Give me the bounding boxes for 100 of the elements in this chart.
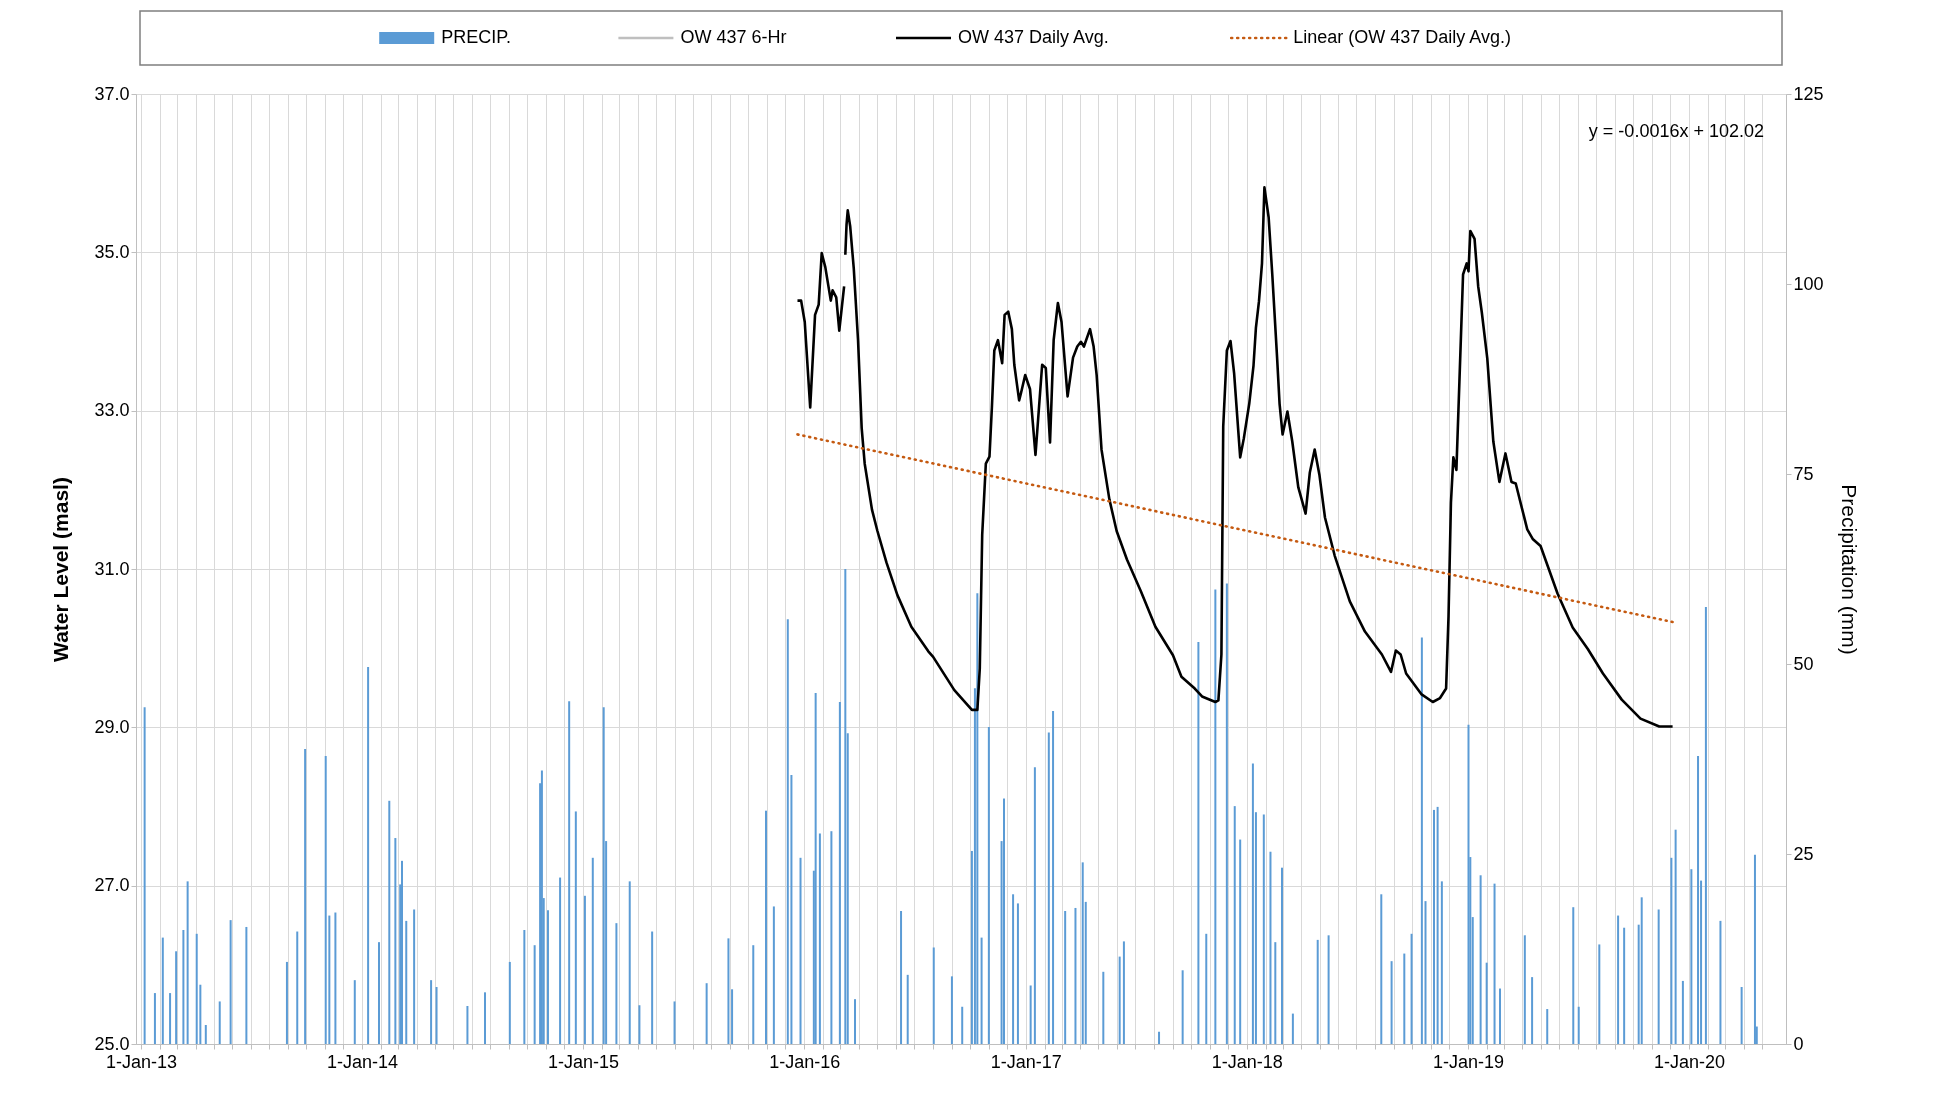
bar: [583, 895, 586, 1044]
bar: [1577, 1006, 1580, 1044]
bar: [508, 961, 511, 1044]
bar: [814, 692, 817, 1044]
bar: [591, 857, 594, 1044]
bar: [466, 1006, 469, 1044]
bar: [324, 755, 327, 1044]
bar: [1623, 927, 1626, 1044]
x-tick-label: 1-Jan-14: [327, 1051, 399, 1072]
bar: [413, 909, 416, 1044]
bar: [638, 1005, 641, 1044]
bar: [854, 999, 857, 1044]
bar: [1531, 977, 1534, 1044]
bar: [1479, 875, 1482, 1044]
bar: [568, 701, 571, 1044]
bar: [1674, 829, 1677, 1044]
bar: [1291, 1013, 1294, 1044]
bar: [574, 811, 577, 1044]
bar: [546, 910, 549, 1044]
y2-tick-label: 75: [1793, 463, 1814, 484]
bar: [401, 860, 404, 1044]
legend-label: PRECIP.: [441, 27, 511, 47]
bar: [705, 983, 708, 1044]
bar: [1681, 980, 1684, 1044]
bar: [1225, 583, 1228, 1044]
bar: [1440, 881, 1443, 1044]
bar: [186, 881, 189, 1044]
bar: [1403, 953, 1406, 1044]
x-tick-label: 1-Jan-19: [1432, 1051, 1504, 1072]
bar: [1740, 987, 1743, 1044]
bar: [143, 707, 146, 1044]
bar: [1572, 907, 1575, 1044]
bar: [182, 930, 185, 1044]
bar: [1262, 814, 1265, 1044]
bar: [1280, 867, 1283, 1044]
bar: [229, 920, 232, 1044]
bar: [353, 980, 356, 1044]
y-tick-label: 33.0: [94, 400, 130, 421]
y-tick-label: 31.0: [94, 558, 130, 579]
y-tick-label: 37.0: [94, 83, 130, 104]
bar: [195, 933, 198, 1044]
bar: [204, 1025, 207, 1044]
annotation: y = -0.0016x + 102.02: [1588, 121, 1764, 141]
bar: [1424, 901, 1427, 1044]
bar: [304, 749, 307, 1044]
x-tick-label: 1-Jan-17: [990, 1051, 1062, 1072]
bar: [1102, 971, 1105, 1044]
bar: [1074, 907, 1077, 1044]
bar: [1205, 933, 1208, 1044]
y-tick-label: 27.0: [94, 875, 130, 896]
bar: [1523, 935, 1526, 1044]
bar: [334, 912, 337, 1044]
bar: [615, 923, 618, 1044]
bar: [976, 593, 979, 1044]
y2-tick-label: 25: [1793, 843, 1814, 864]
bar: [950, 976, 953, 1044]
bar: [245, 926, 248, 1044]
y2-tick-label: 100: [1793, 273, 1824, 294]
bar: [838, 702, 841, 1044]
bar: [906, 974, 909, 1044]
bar: [1617, 915, 1620, 1044]
bar: [540, 770, 543, 1044]
bar: [1181, 970, 1184, 1044]
bar: [483, 992, 486, 1044]
bar: [1016, 903, 1019, 1044]
bar: [559, 877, 562, 1044]
bar: [1598, 944, 1601, 1044]
bar: [161, 937, 164, 1044]
x-tick-label: 1-Jan-20: [1653, 1051, 1725, 1072]
bar: [1640, 897, 1643, 1044]
bar: [1118, 956, 1121, 1044]
bar: [987, 727, 990, 1044]
bar: [1485, 962, 1488, 1044]
bar: [1546, 1009, 1549, 1044]
bar: [523, 930, 526, 1044]
y-tick-label: 35.0: [94, 241, 130, 262]
bar: [1081, 862, 1084, 1044]
bar: [388, 800, 391, 1044]
bar: [296, 931, 299, 1044]
bar: [764, 810, 767, 1044]
bar: [1704, 607, 1707, 1044]
x-tick-label: 1-Jan-16: [769, 1051, 841, 1072]
bar: [1327, 935, 1330, 1044]
bar: [799, 857, 802, 1044]
legend-label: OW 437 Daily Avg.: [958, 27, 1109, 47]
bar: [1410, 933, 1413, 1044]
bar: [602, 707, 605, 1044]
bar: [1012, 894, 1015, 1044]
bar: [1064, 911, 1067, 1044]
bar: [651, 931, 654, 1044]
bar: [1122, 941, 1125, 1044]
bar: [1047, 732, 1050, 1044]
bar: [1420, 637, 1423, 1044]
bar: [218, 1001, 221, 1044]
bar: [628, 881, 631, 1044]
bar: [1052, 711, 1055, 1044]
bar: [394, 838, 397, 1044]
bar: [1436, 806, 1439, 1044]
x-tick-label: 1-Jan-18: [1211, 1051, 1283, 1072]
bar: [1269, 851, 1272, 1044]
